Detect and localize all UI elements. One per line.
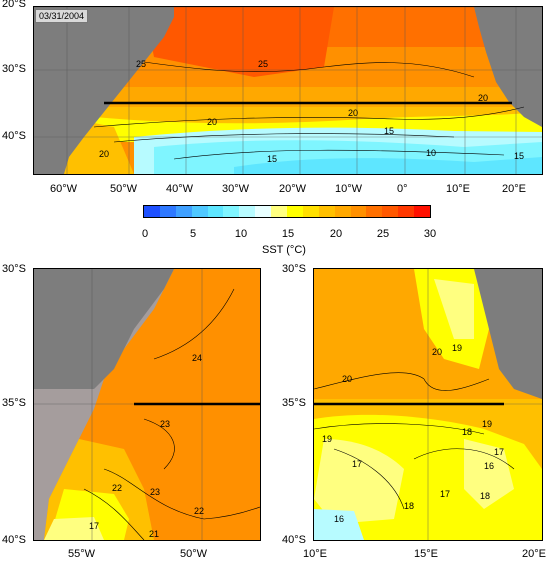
contour-label: 23	[150, 487, 160, 497]
lon-label: 40°W	[166, 183, 194, 195]
colorbar-swatch	[334, 206, 351, 217]
colorbar	[143, 205, 431, 218]
lon-label: 0°	[397, 183, 408, 195]
colorbar-title: SST (°C)	[262, 244, 306, 256]
colorbar-swatch	[191, 206, 208, 217]
colorbar-swatch	[144, 206, 160, 217]
colorbar-swatch	[271, 206, 288, 217]
lon-label: 20°E	[522, 548, 546, 560]
contour-label: 22	[194, 506, 204, 516]
colorbar-swatch	[302, 206, 319, 217]
contour-label: 20	[342, 374, 352, 384]
colorbar-swatch	[287, 206, 303, 217]
colorbar-tick: 20	[329, 228, 343, 240]
southwest-atlantic-detail-map: 24 23 23 22 22 21 17	[33, 268, 261, 541]
contour-label: 10	[426, 148, 436, 158]
contour-label: 24	[192, 353, 202, 363]
lon-label: 55°W	[68, 548, 96, 560]
lat-label: 30°S	[282, 263, 306, 275]
contour-label: 18	[404, 501, 414, 511]
colorbar-swatch	[239, 206, 256, 217]
lon-label: 60°W	[50, 183, 78, 195]
contour-label: 21	[149, 529, 159, 539]
contour-label: 17	[494, 447, 504, 457]
contour-label: 17	[89, 521, 99, 531]
colorbar-swatch	[159, 206, 176, 217]
colorbar-swatch	[223, 206, 240, 217]
colorbar-swatch	[350, 206, 367, 217]
contour-label: 19	[452, 343, 462, 353]
colorbar-swatch	[382, 206, 399, 217]
contour-label: 20	[99, 149, 109, 159]
contour-label: 15	[267, 154, 277, 164]
contour-label: 23	[160, 419, 170, 429]
colorbar-swatch	[255, 206, 272, 217]
lon-label: 10°W	[335, 183, 363, 195]
contour-label: 19	[482, 419, 492, 429]
contour-label: 15	[514, 151, 524, 161]
contour-label: 19	[322, 434, 332, 444]
colorbar-swatch	[207, 206, 224, 217]
colorbar-swatch	[366, 206, 383, 217]
lat-label: 40°S	[282, 534, 306, 546]
contour-label: 20	[432, 347, 442, 357]
africa-land	[474, 7, 542, 127]
lat-label: 20°S	[2, 0, 26, 10]
africa-land	[474, 269, 542, 399]
lat-label: 30°S	[2, 63, 26, 75]
contour-label: 16	[484, 461, 494, 471]
contour-label: 17	[440, 489, 450, 499]
colorbar-tick: 0	[141, 228, 149, 240]
sst-field-right: 20 20 19 19 19 18 18 17 17 16 16 17 18	[314, 269, 542, 540]
lat-label: 30°S	[2, 263, 26, 275]
contour-label: 25	[136, 59, 146, 69]
colorbar-swatch	[318, 206, 335, 217]
lon-label: 50°W	[110, 183, 138, 195]
colorbar-tick: 30	[423, 228, 437, 240]
lat-label: 40°S	[2, 130, 26, 142]
contour-label: 16	[334, 514, 344, 524]
contour-label: 25	[258, 59, 268, 69]
south-atlantic-sst-map: 25 25 20 20 20 20 15 15 10 15	[33, 6, 543, 175]
southeast-atlantic-detail-map: 20 20 19 19 19 18 18 17 17 16 16 17 18	[313, 268, 543, 541]
lon-label: 10°E	[446, 183, 470, 195]
contour-label: 20	[207, 117, 217, 127]
contour-label: 22	[112, 483, 122, 493]
colorbar-tick: 25	[376, 228, 390, 240]
lat-label: 35°S	[2, 397, 26, 409]
colorbar-tick: 15	[281, 228, 295, 240]
lon-label: 10°E	[303, 548, 327, 560]
lon-label: 20°W	[279, 183, 307, 195]
colorbar-tick: 5	[189, 228, 197, 240]
sst-field-left: 24 23 23 22 22 21 17	[34, 269, 260, 540]
contour-label: 20	[348, 108, 358, 118]
lon-label: 15°E	[414, 548, 438, 560]
contour-label: 18	[480, 491, 490, 501]
lon-label: 30°W	[222, 183, 250, 195]
lat-label: 40°S	[2, 534, 26, 546]
colorbar-swatch	[398, 206, 415, 217]
colorbar-swatch	[414, 206, 431, 217]
lon-label: 20°E	[502, 183, 526, 195]
lon-label: 50°W	[180, 548, 208, 560]
contour-label: 17	[352, 459, 362, 469]
contour-label: 18	[462, 427, 472, 437]
colorbar-tick: 10	[234, 228, 248, 240]
contour-label: 15	[384, 126, 394, 136]
south-america-land	[34, 7, 174, 174]
date-label: 03/31/2004	[35, 9, 89, 23]
colorbar-swatch	[175, 206, 192, 217]
sst-field: 25 25 20 20 20 20 15 15 10 15	[34, 7, 542, 174]
lat-label: 35°S	[282, 397, 306, 409]
contour-label: 20	[478, 93, 488, 103]
